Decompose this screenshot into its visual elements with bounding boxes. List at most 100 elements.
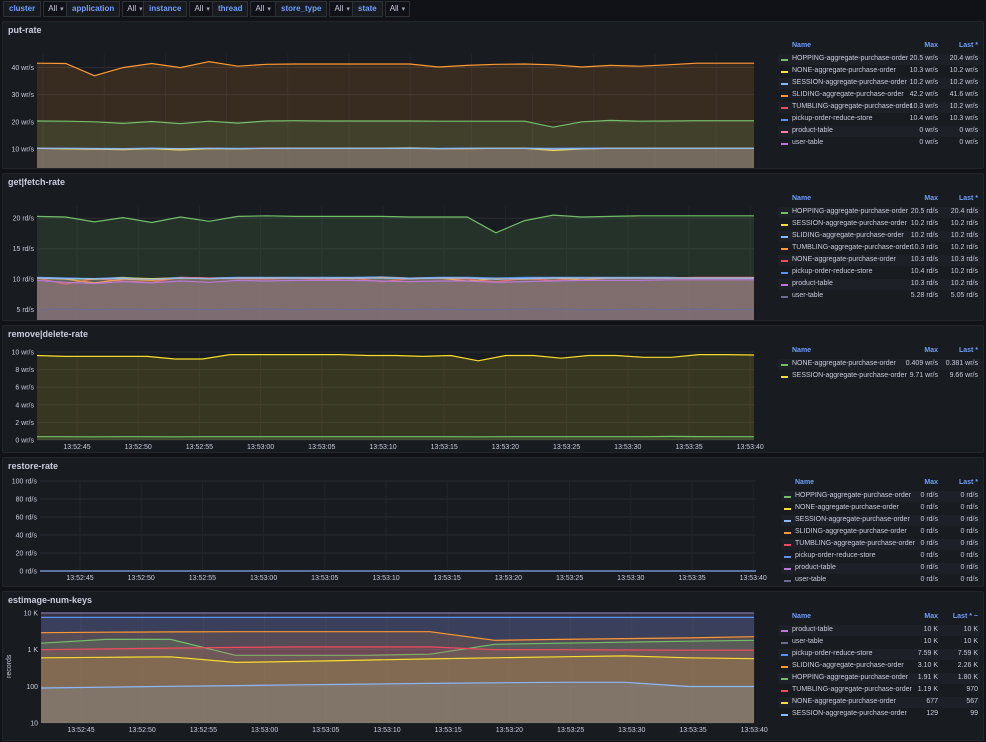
legend-row[interactable]: NONE-aggregate-purchase-order 677 567 (778, 697, 980, 709)
legend-header-max[interactable]: Max (924, 42, 938, 49)
series-line[interactable] (36, 279, 754, 285)
legend-series-name[interactable]: product-table (792, 626, 833, 633)
legend-series-name[interactable]: TUMBLING-aggregate-purchase-order (792, 686, 912, 693)
legend-header-name[interactable]: Name (792, 195, 812, 202)
legend-row[interactable]: HOPPING-aggregate-purchase-order 20.5 wr/… (778, 54, 980, 66)
legend-series-name[interactable]: user-table (795, 576, 827, 583)
legend-header-name[interactable]: Name (792, 347, 812, 354)
legend-series-name[interactable]: user-table (792, 638, 824, 645)
legend-row[interactable]: SLIDING-aggregate-purchase-order 0 rd/s 0 … (781, 527, 980, 539)
legend-row[interactable]: TUMBLING-aggregate-purchase-order 10.3 rd… (778, 243, 980, 255)
legend-row[interactable]: TUMBLING-aggregate-purchase-order 10.3 wr… (778, 102, 980, 114)
series-line[interactable] (40, 646, 754, 651)
legend-series-name[interactable]: SLIDING-aggregate-purchase-order (792, 662, 904, 669)
legend-header-max[interactable]: Max (924, 347, 938, 354)
series-line[interactable] (36, 354, 755, 362)
legend-header-last[interactable]: Last * (958, 195, 978, 202)
legend-series-name[interactable]: SESSION-aggregate-purchase-order (792, 220, 907, 227)
legend-series-name[interactable]: user-table (792, 139, 824, 146)
legend-series-name[interactable]: NONE-aggregate-purchase-order (792, 256, 896, 263)
legend-header-last[interactable]: Last * (958, 347, 978, 354)
series-line[interactable] (40, 681, 754, 689)
legend-header-last[interactable]: Last * (958, 42, 978, 49)
panel-title[interactable]: restore-rate (8, 461, 59, 471)
legend-header-max[interactable]: Max (924, 195, 938, 202)
series-line[interactable] (37, 147, 754, 150)
series-line[interactable] (36, 119, 754, 128)
legend-row[interactable]: TUMBLING-aggregate-purchase-order 1.19 K 9… (778, 685, 980, 697)
legend-row[interactable]: HOPPING-aggregate-purchase-order 1.91 K 1.… (778, 673, 980, 685)
legend-series-name[interactable]: TUMBLING-aggregate-purchase-order (792, 103, 912, 110)
legend-row[interactable]: SESSION-aggregate-purchase-order 0 rd/s 0 … (781, 515, 980, 527)
var-select-cluster[interactable]: All ▾ (43, 1, 69, 17)
legend-header-last[interactable]: Last * (958, 479, 978, 486)
chart-0[interactable]: 0 wr/s10 wr/s20 wr/s30 wr/s40 wr/s13:52:… (3, 22, 774, 168)
panel-title[interactable]: remove|delete-rate (8, 329, 89, 339)
legend-header-max[interactable]: Max (924, 613, 938, 620)
legend-row[interactable]: product-table 0 wr/s 0 wr/s (778, 126, 980, 138)
legend-series-name[interactable]: pickup-order-reduce-store (792, 115, 873, 122)
legend-row[interactable]: user-table 0 wr/s 0 wr/s (778, 138, 980, 150)
series-line[interactable] (36, 214, 754, 234)
legend-series-name[interactable]: pickup-order-reduce-store (792, 650, 873, 657)
legend-series-name[interactable]: pickup-order-reduce-store (795, 552, 876, 559)
legend-row[interactable]: NONE-aggregate-purchase-order 10.3 rd/s 10… (778, 255, 980, 267)
legend-header-max[interactable]: Max (924, 479, 938, 486)
legend-row[interactable]: SLIDING-aggregate-purchase-order 3.10 K 2.… (778, 661, 980, 673)
series-line[interactable] (36, 60, 754, 77)
legend-row[interactable]: product-table 0 rd/s 0 rd/s (781, 563, 980, 575)
legend-series-name[interactable]: user-table (792, 292, 824, 299)
legend-series-name[interactable]: NONE-aggregate-purchase-order (792, 698, 896, 705)
chart-1[interactable]: 5 rd/s10 rd/s15 rd/s20 rd/s13:52:4513:52… (3, 174, 774, 320)
legend-series-name[interactable]: SESSION-aggregate-purchase-order (795, 516, 910, 523)
legend-series-name[interactable]: TUMBLING-aggregate-purchase-order (795, 540, 915, 547)
legend-row[interactable]: SESSION-aggregate-purchase-order 10.2 wr/… (778, 78, 980, 90)
legend-row[interactable]: pickup-order-reduce-store 0 rd/s 0 rd/s (781, 551, 980, 563)
series-line[interactable] (40, 655, 755, 664)
series-line[interactable] (36, 308, 755, 311)
legend-header-name[interactable]: Name (795, 479, 815, 486)
legend-row[interactable]: SESSION-aggregate-purchase-order 129 99 (778, 709, 980, 721)
legend-series-name[interactable]: NONE-aggregate-purchase-order (792, 67, 896, 74)
legend-header-name[interactable]: Name (792, 42, 812, 49)
legend-row[interactable]: SESSION-aggregate-purchase-order 9.71 wr/… (778, 371, 980, 383)
var-select-state[interactable]: All ▾ (384, 1, 411, 17)
var-select-store_type[interactable]: All ▾ (329, 1, 355, 17)
legend-row[interactable]: TUMBLING-aggregate-purchase-order 0 rd/s 0… (781, 539, 980, 551)
legend-row[interactable]: user-table 0 rd/s 0 rd/s (781, 575, 980, 587)
legend-row[interactable]: NONE-aggregate-purchase-order 0 rd/s 0 rd/… (781, 503, 980, 515)
panel-title[interactable]: put-rate (8, 25, 42, 35)
legend-series-name[interactable]: TUMBLING-aggregate-purchase-order (792, 244, 912, 251)
legend-row[interactable]: pickup-order-reduce-store 10.4 rd/s 10.2 r… (778, 267, 980, 279)
chart-3[interactable]: 0 rd/s 20 rd/s 40 rd/s 60 rd/s 80 rd/s 100 rd… (3, 458, 777, 586)
legend-series-name[interactable]: HOPPING-aggregate-purchase-order (792, 208, 908, 215)
series-line[interactable] (40, 638, 755, 656)
series-line[interactable] (36, 277, 754, 280)
var-select-thread[interactable]: All ▾ (250, 1, 276, 17)
legend-row[interactable]: NONE-aggregate-purchase-order 0.409 wr/s 0… (778, 359, 980, 371)
legend-row[interactable]: product-table 10.3 rd/s 10.2 rd/s (778, 279, 980, 291)
legend-row[interactable]: SLIDING-aggregate-purchase-order 42.2 wr/… (778, 90, 980, 102)
legend-row[interactable]: product-table 10 K 10 K (778, 625, 980, 637)
legend-series-name[interactable]: SESSION-aggregate-purchase-order (792, 710, 907, 717)
legend-series-name[interactable]: product-table (792, 127, 833, 134)
legend-header-name[interactable]: Name (792, 613, 812, 620)
legend-series-name[interactable]: product-table (795, 564, 836, 571)
chart-2[interactable]: 0 wr/s 2 wr/s 4 wr/s 6 wr/s 8 wr/s 10 wr/s 13:… (3, 326, 774, 452)
legend-row[interactable]: HOPPING-aggregate-purchase-order 20.5 rd/… (778, 207, 980, 219)
legend-row[interactable]: user-table 10 K 10 K (778, 637, 980, 649)
series-line[interactable] (40, 631, 755, 641)
panel-title[interactable]: estimage-num-keys (8, 595, 93, 605)
legend-row[interactable]: SLIDING-aggregate-purchase-order 10.2 rd/… (778, 231, 980, 243)
legend-row[interactable]: NONE-aggregate-purchase-order 10.3 wr/s 10… (778, 66, 980, 78)
legend-header-last[interactable]: Last * ~ (952, 613, 978, 620)
legend-series-name[interactable]: SESSION-aggregate-purchase-order (792, 79, 907, 86)
legend-series-name[interactable]: HOPPING-aggregate-purchase-order (795, 492, 911, 499)
legend-row[interactable]: user-table 5.28 rd/s 5.05 rd/s (778, 291, 980, 303)
legend-series-name[interactable]: NONE-aggregate-purchase-order (792, 360, 896, 367)
legend-row[interactable]: HOPPING-aggregate-purchase-order 0 rd/s 0 … (781, 491, 980, 503)
legend-series-name[interactable]: SESSION-aggregate-purchase-order (792, 372, 907, 379)
legend-series-name[interactable]: pickup-order-reduce-store (792, 268, 873, 275)
legend-series-name[interactable]: SLIDING-aggregate-purchase-order (792, 232, 904, 239)
var-select-instance[interactable]: All ▾ (189, 1, 215, 17)
